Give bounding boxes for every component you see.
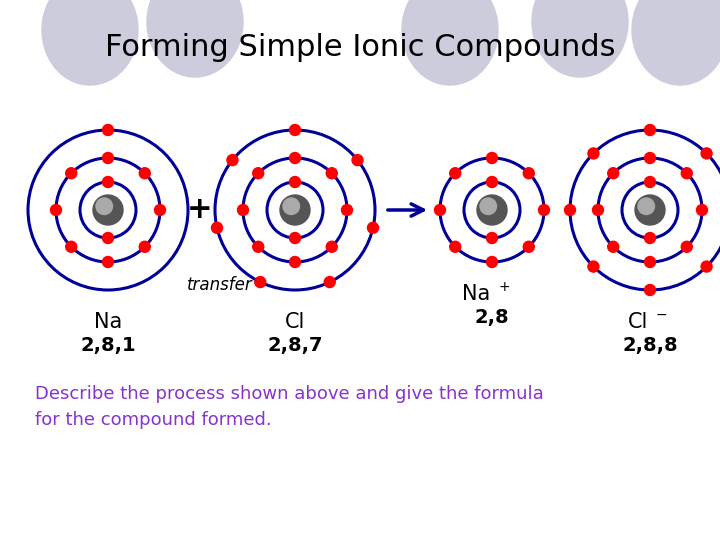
Circle shape xyxy=(102,256,114,267)
Circle shape xyxy=(102,233,114,244)
Circle shape xyxy=(450,241,461,252)
Circle shape xyxy=(588,148,599,159)
Text: +: + xyxy=(187,195,213,225)
Circle shape xyxy=(523,241,534,252)
Text: Cl: Cl xyxy=(285,312,305,332)
Ellipse shape xyxy=(632,0,720,85)
Circle shape xyxy=(280,195,310,225)
Circle shape xyxy=(66,168,77,179)
Circle shape xyxy=(367,222,379,233)
Circle shape xyxy=(155,205,166,215)
Text: 2,8,8: 2,8,8 xyxy=(622,336,678,355)
Text: transfer: transfer xyxy=(187,276,253,294)
Circle shape xyxy=(608,241,618,252)
Text: 2,8,7: 2,8,7 xyxy=(267,336,323,355)
Circle shape xyxy=(283,198,300,214)
Circle shape xyxy=(102,152,114,164)
Circle shape xyxy=(255,276,266,288)
Circle shape xyxy=(480,198,497,214)
Circle shape xyxy=(238,205,248,215)
Circle shape xyxy=(50,205,61,215)
Circle shape xyxy=(324,276,336,288)
Circle shape xyxy=(644,177,655,187)
Circle shape xyxy=(681,168,692,179)
Circle shape xyxy=(487,256,498,267)
Circle shape xyxy=(681,241,692,252)
Circle shape xyxy=(487,177,498,187)
Circle shape xyxy=(644,125,655,136)
Text: −: − xyxy=(656,308,667,322)
Text: Describe the process shown above and give the formula
for the compound formed.: Describe the process shown above and giv… xyxy=(35,385,544,429)
Circle shape xyxy=(477,195,507,225)
Text: Forming Simple Ionic Compounds: Forming Simple Ionic Compounds xyxy=(104,33,616,63)
Circle shape xyxy=(644,233,655,244)
Text: Na: Na xyxy=(462,284,490,304)
Circle shape xyxy=(434,205,446,215)
Circle shape xyxy=(289,177,300,187)
Circle shape xyxy=(253,241,264,252)
Circle shape xyxy=(212,222,222,233)
Circle shape xyxy=(487,152,498,164)
Circle shape xyxy=(326,168,337,179)
Circle shape xyxy=(644,152,655,164)
Circle shape xyxy=(352,154,363,166)
Circle shape xyxy=(608,168,618,179)
Circle shape xyxy=(593,205,603,215)
Circle shape xyxy=(341,205,353,215)
Text: 2,8: 2,8 xyxy=(474,308,509,327)
Circle shape xyxy=(696,205,708,215)
Circle shape xyxy=(93,195,123,225)
Ellipse shape xyxy=(402,0,498,85)
Text: Na: Na xyxy=(94,312,122,332)
Circle shape xyxy=(253,168,264,179)
Ellipse shape xyxy=(147,0,243,77)
Circle shape xyxy=(539,205,549,215)
Circle shape xyxy=(289,152,300,164)
Text: 2,8,1: 2,8,1 xyxy=(80,336,136,355)
Text: Cl: Cl xyxy=(628,312,648,332)
Circle shape xyxy=(326,241,337,252)
Circle shape xyxy=(701,148,712,159)
Circle shape xyxy=(139,241,150,252)
Circle shape xyxy=(701,261,712,272)
Circle shape xyxy=(450,168,461,179)
Circle shape xyxy=(564,205,575,215)
Circle shape xyxy=(588,261,599,272)
Circle shape xyxy=(523,168,534,179)
Circle shape xyxy=(227,154,238,166)
Ellipse shape xyxy=(532,0,628,77)
Circle shape xyxy=(139,168,150,179)
Circle shape xyxy=(289,125,300,136)
Circle shape xyxy=(487,233,498,244)
Circle shape xyxy=(66,241,77,252)
Circle shape xyxy=(289,256,300,267)
Circle shape xyxy=(289,233,300,244)
Text: +: + xyxy=(498,280,510,294)
Circle shape xyxy=(102,125,114,136)
Circle shape xyxy=(638,198,654,214)
Ellipse shape xyxy=(42,0,138,85)
Circle shape xyxy=(635,195,665,225)
Circle shape xyxy=(644,285,655,295)
Circle shape xyxy=(96,198,112,214)
Circle shape xyxy=(644,256,655,267)
Circle shape xyxy=(102,177,114,187)
